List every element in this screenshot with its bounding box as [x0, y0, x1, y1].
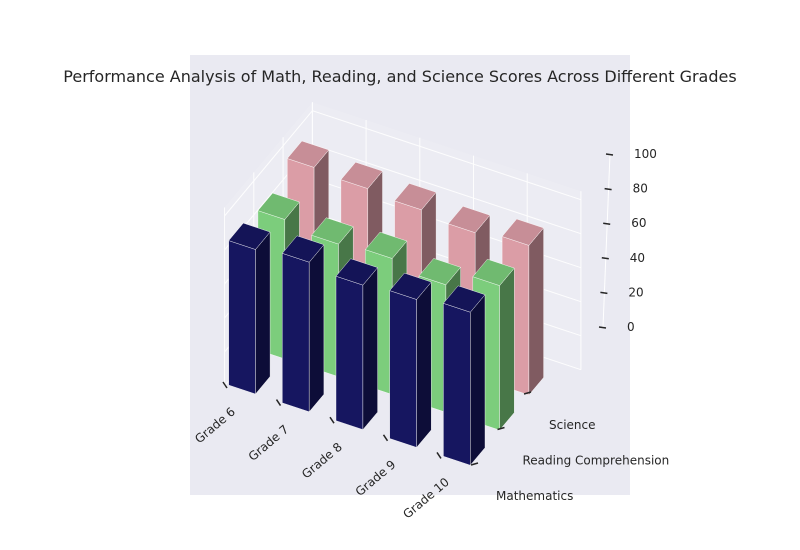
y-tick-mark — [497, 426, 505, 431]
y-tick-label: Reading Comprehension — [523, 454, 670, 468]
bar-top-face — [335, 258, 378, 286]
bars — [228, 140, 544, 466]
bar-mathematics-grade-8 — [335, 258, 378, 431]
bar-top-face — [389, 272, 432, 300]
z-tick-label: 40 — [630, 251, 645, 265]
bar-top-face — [447, 206, 491, 233]
chart-title: Performance Analysis of Math, Reading, a… — [63, 67, 736, 86]
bar-front-face — [335, 275, 364, 430]
bar-side-face — [470, 294, 486, 466]
x-tick-mark — [329, 416, 335, 424]
bar-top-face — [286, 140, 330, 168]
x-tick-mark — [382, 434, 389, 442]
bar-mathematics-grade-9 — [389, 272, 432, 448]
z-tick-mark — [600, 291, 608, 295]
bar-side-face — [528, 227, 544, 396]
z-tick-mark — [601, 257, 609, 260]
bar-top-face — [257, 192, 300, 220]
x-tick-mark — [436, 451, 442, 459]
bar-front-face — [228, 240, 256, 395]
y-tick-label: Science — [549, 418, 596, 432]
bar-top-face — [472, 258, 515, 286]
bar-side-face — [362, 267, 378, 431]
z-tick-label: 80 — [633, 182, 648, 196]
z-tick-mark — [604, 187, 612, 191]
z-axis-line — [602, 153, 611, 328]
bar-top-face — [228, 222, 271, 250]
z-axis: 0 20 40 60 80 100 — [598, 147, 657, 334]
bar-front-face — [389, 290, 417, 448]
bar-top-face — [501, 218, 544, 246]
y-tick-mark — [470, 462, 479, 466]
bar-top-face — [281, 235, 325, 263]
y-axis: Mathematics Reading Comprehension Science — [470, 391, 670, 503]
bar-front-face — [282, 253, 310, 413]
y-tick-mark — [523, 391, 532, 395]
z-tick-mark — [598, 326, 607, 329]
z-tick-label: 20 — [628, 285, 643, 299]
x-tick-mark — [275, 399, 282, 407]
y-tick-label: Mathematics — [496, 489, 573, 503]
bar-side-face — [499, 267, 515, 431]
bar-top-face — [418, 258, 461, 286]
bar-top-face — [311, 217, 354, 245]
bar-mathematics-grade-6 — [228, 222, 271, 395]
bar-mathematics-grade-7 — [281, 235, 325, 413]
z-tick-label: 0 — [627, 320, 635, 334]
bar-top-face — [443, 285, 486, 313]
z-tick-mark — [603, 222, 611, 225]
bar-top-face — [364, 231, 408, 259]
bar-side-face — [255, 231, 271, 395]
bar-side-face — [416, 281, 432, 448]
z-tick-label: 100 — [634, 147, 657, 161]
bar-side-face — [309, 244, 325, 413]
bar-top-face — [340, 161, 383, 189]
bar-mathematics-grade-10 — [443, 285, 486, 466]
x-tick-mark — [222, 381, 228, 389]
bar-top-face — [394, 183, 437, 211]
z-tick-mark — [605, 153, 614, 156]
bar-front-face — [443, 303, 471, 466]
z-tick-label: 60 — [631, 216, 646, 230]
